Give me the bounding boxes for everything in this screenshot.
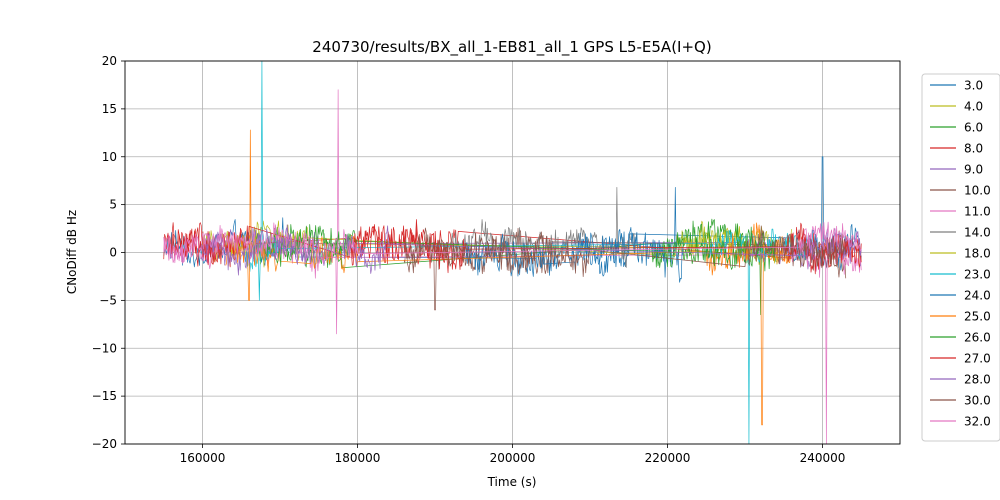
- legend-entry: 6.0: [964, 121, 983, 135]
- x-tick-label: 220000: [645, 451, 691, 465]
- series-group: [163, 61, 862, 444]
- legend-entry: 32.0: [964, 415, 991, 429]
- y-tick-label: 10: [102, 150, 117, 164]
- legend-entry: 28.0: [964, 373, 991, 387]
- y-tick-label: −15: [92, 389, 117, 403]
- legend-entry: 3.0: [964, 79, 983, 93]
- legend-entry: 18.0: [964, 247, 991, 261]
- legend-entry: 14.0: [964, 226, 991, 240]
- legend-entry: 8.0: [964, 142, 983, 156]
- x-tick-label: 240000: [800, 451, 846, 465]
- y-tick-label: −20: [92, 437, 117, 451]
- series-line-32.0: [163, 221, 862, 264]
- x-tick-label: 200000: [490, 451, 536, 465]
- x-tick-label: 180000: [335, 451, 381, 465]
- legend-entry: 24.0: [964, 289, 991, 303]
- legend-entry: 27.0: [964, 352, 991, 366]
- legend-entry: 10.0: [964, 184, 991, 198]
- x-tick-label: 160000: [180, 451, 226, 465]
- chart-title: 240730/results/BX_all_1-EB81_all_1 GPS L…: [312, 38, 711, 57]
- legend-entry: 23.0: [964, 268, 991, 282]
- legend-entry: 4.0: [964, 100, 983, 114]
- y-tick-label: −5: [99, 293, 117, 307]
- legend-entry: 26.0: [964, 331, 991, 345]
- plot-area: [163, 61, 862, 444]
- legend-entry: 30.0: [964, 394, 991, 408]
- legend-box: [921, 73, 1000, 442]
- y-tick-label: 15: [102, 102, 117, 116]
- legend-entry: 25.0: [964, 310, 991, 324]
- x-axis-label: Time (s): [487, 475, 537, 489]
- legend-entry: 11.0: [964, 205, 991, 219]
- axes-frame: [124, 60, 901, 445]
- series-line-30.0: [403, 225, 847, 277]
- y-tick-label: 5: [109, 198, 117, 212]
- series-line-26.0: [264, 224, 777, 270]
- y-tick-label: 20: [102, 54, 117, 68]
- axes: 160000 180000 200000 220000 240000 −20 −15 −10 −…: [92, 54, 901, 465]
- y-tick-label: −10: [92, 341, 117, 355]
- legend-entry: 9.0: [964, 163, 983, 177]
- y-tick-label: 0: [109, 246, 117, 260]
- y-axis-label: CNoDiff dB Hz: [65, 210, 79, 294]
- legend: 3.0 4.0 6.0 8.0 9.0 10.0 11.0 14.0 18.0 23.0 24.0 2…: [921, 73, 1000, 442]
